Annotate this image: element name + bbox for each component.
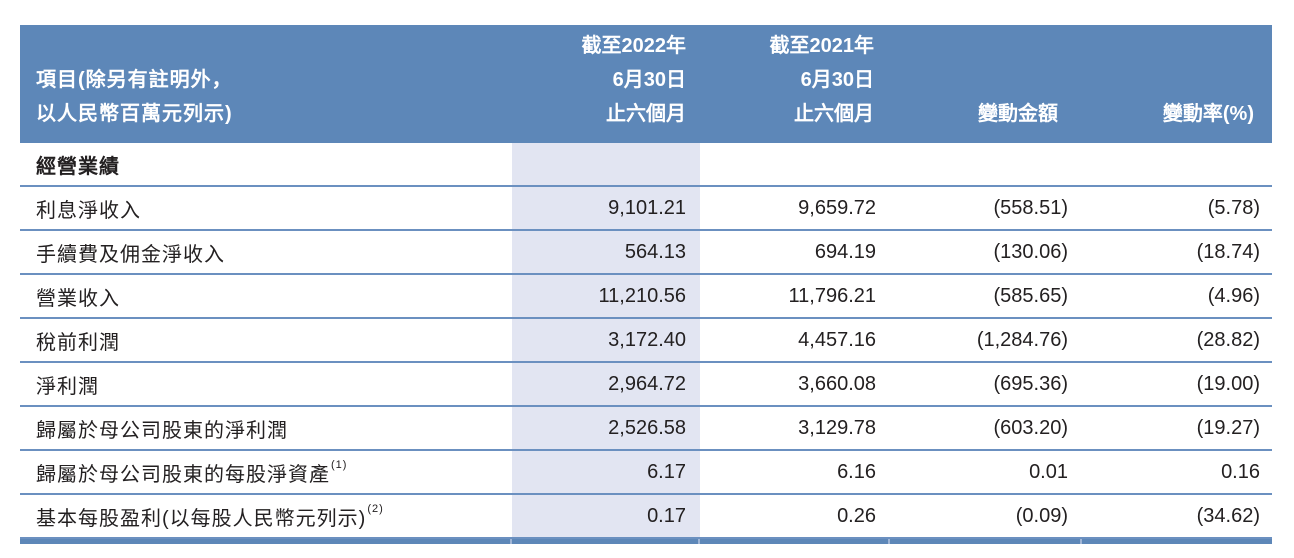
table-bottom-rule	[20, 539, 1272, 544]
cell-2021: 4,457.16	[700, 319, 890, 363]
header-col-change-rate: 變動率(%)	[1162, 103, 1254, 125]
cell-2021: 3,660.08	[700, 363, 890, 407]
cell-change-amount: (558.51)	[890, 187, 1082, 231]
cell-2021: 11,796.21	[700, 275, 890, 319]
cell-change-rate: (5.78)	[1082, 187, 1272, 231]
section-row: 經營業績	[20, 143, 1272, 187]
financial-summary-table: 項目(除另有註明外， 以人民幣百萬元列示) 截至2022年 6月30日 止六個月…	[20, 25, 1272, 544]
table-row: 淨利潤 2,964.72 3,660.08 (695.36) (19.00)	[20, 363, 1272, 407]
table-row: 基本每股盈利(以每股人民幣元列示) (2) 0.17 0.26 (0.09) (3…	[20, 495, 1272, 539]
cell-2022: 2,964.72	[512, 363, 700, 407]
cell-label: 利息淨收入	[20, 187, 512, 231]
table-header-row: 項目(除另有註明外， 以人民幣百萬元列示) 截至2022年 6月30日 止六個月…	[20, 25, 1272, 143]
header-item-line2: 以人民幣百萬元列示)	[36, 103, 233, 125]
header-col-change-amount: 變動金額	[978, 103, 1058, 125]
cell-label: 歸屬於母公司股東的淨利潤	[20, 407, 512, 451]
cell-label: 淨利潤	[20, 363, 512, 407]
cell-2021: 3,129.78	[700, 407, 890, 451]
cell-change-amount: (130.06)	[890, 231, 1082, 275]
cell-change-amount: (585.65)	[890, 275, 1082, 319]
cell-change-rate: (4.96)	[1082, 275, 1272, 319]
cell-change-amount: (603.20)	[890, 407, 1082, 451]
header-item-line1: 項目(除另有註明外，	[36, 69, 233, 91]
cell-2022: 564.13	[512, 231, 700, 275]
cell-label: 歸屬於母公司股東的每股淨資產 (1)	[20, 451, 512, 495]
cell-2022: 6.17	[512, 451, 700, 495]
highlight-column-2022	[512, 143, 700, 539]
cell-2022: 11,210.56	[512, 275, 700, 319]
cell-change-amount: (0.09)	[890, 495, 1082, 539]
cell-change-rate: 0.16	[1082, 451, 1272, 495]
table-row: 手續費及佣金淨收入 564.13 694.19 (130.06) (18.74)	[20, 231, 1272, 275]
cell-change-amount: (695.36)	[890, 363, 1082, 407]
cell-2021: 0.26	[700, 495, 890, 539]
table-row: 歸屬於母公司股東的淨利潤 2,526.58 3,129.78 (603.20) …	[20, 407, 1272, 451]
header-col-2022: 截至2022年 6月30日 止六個月	[581, 35, 687, 125]
cell-2022: 0.17	[512, 495, 700, 539]
table-row: 歸屬於母公司股東的每股淨資產 (1) 6.17 6.16 0.01 0.16	[20, 451, 1272, 495]
cell-label: 基本每股盈利(以每股人民幣元列示) (2)	[20, 495, 512, 539]
cell-2022: 9,101.21	[512, 187, 700, 231]
cell-change-rate: (18.74)	[1082, 231, 1272, 275]
footnote-marker: (2)	[367, 503, 384, 515]
cell-change-amount: (1,284.76)	[890, 319, 1082, 363]
table-row: 營業收入 11,210.56 11,796.21 (585.65) (4.96)	[20, 275, 1272, 319]
cell-label: 手續費及佣金淨收入	[20, 231, 512, 275]
table-row: 稅前利潤 3,172.40 4,457.16 (1,284.76) (28.82…	[20, 319, 1272, 363]
cell-label: 稅前利潤	[20, 319, 512, 363]
table-body: 經營業績 利息淨收入 9,101.21 9,659.72 (558.51) (5…	[20, 143, 1272, 539]
footnote-marker: (1)	[331, 459, 348, 471]
cell-2021: 694.19	[700, 231, 890, 275]
header-col-2021: 截至2021年 6月30日 止六個月	[769, 35, 875, 125]
cell-label: 營業收入	[20, 275, 512, 319]
cell-change-rate: (34.62)	[1082, 495, 1272, 539]
table-row: 利息淨收入 9,101.21 9,659.72 (558.51) (5.78)	[20, 187, 1272, 231]
cell-change-rate: (19.00)	[1082, 363, 1272, 407]
cell-2021: 9,659.72	[700, 187, 890, 231]
header-col-item: 項目(除另有註明外， 以人民幣百萬元列示)	[20, 25, 512, 143]
cell-change-amount: 0.01	[890, 451, 1082, 495]
cell-2022: 2,526.58	[512, 407, 700, 451]
cell-change-rate: (28.82)	[1082, 319, 1272, 363]
section-title: 經營業績	[20, 143, 512, 187]
cell-change-rate: (19.27)	[1082, 407, 1272, 451]
cell-2021: 6.16	[700, 451, 890, 495]
cell-2022: 3,172.40	[512, 319, 700, 363]
